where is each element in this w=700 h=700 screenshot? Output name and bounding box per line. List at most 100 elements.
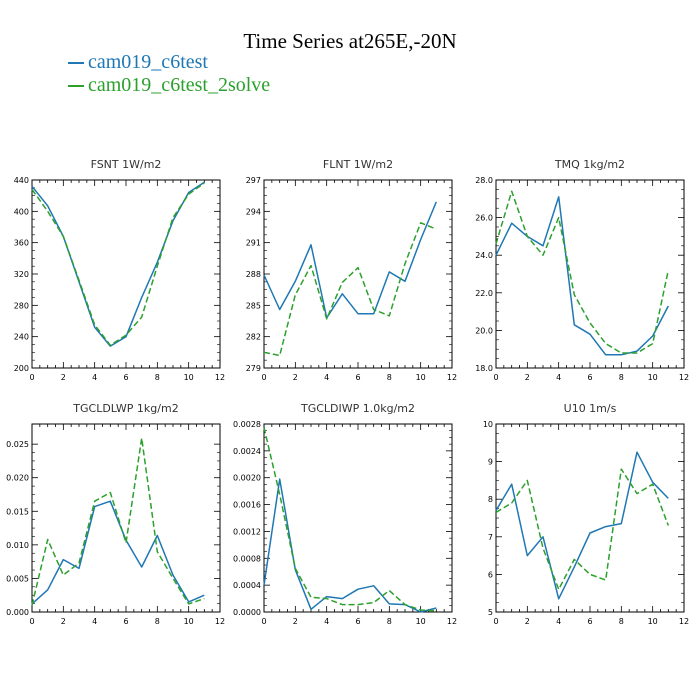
x-tick-label: 4	[92, 373, 97, 382]
y-tick-label: 279	[246, 364, 261, 373]
y-tick-label: 0.0020	[233, 474, 261, 483]
x-tick-label: 12	[679, 617, 689, 626]
y-tick-label: 285	[246, 301, 261, 310]
x-tick-label: 6	[587, 617, 592, 626]
y-tick-label: 282	[246, 333, 261, 342]
series-line-2	[31, 437, 205, 606]
y-tick-label: 0.0000	[233, 608, 261, 617]
x-tick-label: 4	[92, 617, 97, 626]
y-tick-label: 240	[14, 333, 29, 342]
legend-label-series-1: cam019_c6test	[88, 51, 208, 73]
y-tick-label: 8	[488, 495, 493, 504]
y-tick-label: 0.025	[6, 440, 29, 449]
legend-label-series-2: cam019_c6test_2solve	[88, 74, 271, 96]
series-line-2	[495, 468, 670, 591]
y-tick-label: 320	[14, 270, 29, 279]
plot-frame	[263, 179, 453, 369]
y-tick-label: 0.000	[6, 608, 29, 617]
panel-title: FLNT 1W/m2	[323, 158, 393, 171]
y-tick-label: 5	[488, 608, 493, 617]
x-tick-label: 12	[447, 617, 457, 626]
x-tick-label: 6	[355, 373, 360, 382]
y-tick-label: 10	[483, 420, 493, 429]
panel-title: U10 1m/s	[564, 402, 617, 415]
y-tick-label: 0.0004	[233, 581, 261, 590]
x-tick-label: 2	[293, 617, 298, 626]
panel-title: TGCLDIWP 1.0kg/m2	[300, 402, 415, 415]
x-tick-label: 10	[416, 373, 426, 382]
legend: cam019_c6test cam019_c6test_2solve	[68, 51, 270, 97]
x-tick-label: 0	[29, 617, 34, 626]
y-tick-label: 0.010	[6, 541, 29, 550]
y-tick-label: 440	[14, 176, 29, 185]
x-tick-label: 10	[184, 373, 194, 382]
series-line-2	[495, 190, 670, 354]
y-tick-label: 26.0	[475, 214, 493, 223]
panel-title: TGCLDLWP 1kg/m2	[72, 402, 178, 415]
x-tick-label: 8	[155, 373, 160, 382]
x-tick-label: 4	[556, 617, 561, 626]
x-tick-label: 0	[493, 617, 498, 626]
x-tick-label: 8	[619, 373, 624, 382]
x-tick-label: 12	[679, 373, 689, 382]
x-tick-label: 2	[525, 617, 530, 626]
y-tick-label: 28.0	[475, 176, 493, 185]
x-tick-label: 8	[155, 617, 160, 626]
legend-item-series-1: cam019_c6test	[68, 51, 270, 74]
plot-frame	[31, 179, 221, 369]
x-tick-label: 10	[648, 373, 658, 382]
y-tick-label: 291	[246, 239, 261, 248]
y-tick-label: 400	[14, 207, 29, 216]
chart-panel-5: TGCLDIWP 1.0kg/m2 0 2 4 6 8 10 12 0.0000 0.0004 0.…	[233, 402, 457, 626]
y-tick-label: 280	[14, 301, 29, 310]
y-tick-label: 0.0028	[233, 420, 261, 429]
plot-frame	[263, 423, 453, 613]
plot-frame	[495, 423, 685, 613]
y-tick-label: 6	[488, 570, 493, 579]
y-tick-label: 288	[246, 270, 261, 279]
chart-panel-1: FSNT 1W/m2 0 2 4 6 8 10 12 200 240 280 320 360 400 440	[14, 158, 225, 382]
chart-panel-3: TMQ 1kg/m2 0 2 4 6 8 10 12 18.0 20.0 22.0 24.0 26.0 2…	[475, 158, 689, 382]
panel-title: TMQ 1kg/m2	[554, 158, 625, 171]
x-tick-label: 12	[215, 617, 225, 626]
x-tick-label: 0	[29, 373, 34, 382]
y-tick-label: 0.015	[6, 507, 29, 516]
y-tick-label: 294	[246, 207, 261, 216]
legend-item-series-2: cam019_c6test_2solve	[68, 74, 270, 97]
x-tick-label: 6	[355, 617, 360, 626]
y-tick-label: 0.0012	[233, 527, 261, 536]
x-tick-label: 10	[184, 617, 194, 626]
x-tick-label: 8	[387, 617, 392, 626]
y-tick-label: 22.0	[475, 289, 493, 298]
x-tick-label: 2	[525, 373, 530, 382]
x-tick-label: 12	[447, 373, 457, 382]
y-tick-label: 0.0016	[233, 501, 261, 510]
x-tick-label: 2	[293, 373, 298, 382]
y-tick-label: 24.0	[475, 251, 493, 260]
x-tick-label: 6	[587, 373, 592, 382]
main-title: Time Series at265E,-20N	[243, 29, 457, 53]
series-line-1	[495, 196, 669, 356]
x-tick-label: 4	[324, 617, 329, 626]
x-tick-label: 10	[648, 617, 658, 626]
x-tick-label: 2	[61, 373, 66, 382]
x-tick-label: 0	[493, 373, 498, 382]
y-tick-label: 0.0024	[233, 447, 261, 456]
x-tick-label: 2	[61, 617, 66, 626]
legend-swatch-series-2	[68, 84, 84, 87]
legend-swatch-series-1	[68, 61, 84, 64]
x-tick-label: 4	[556, 373, 561, 382]
series-line-1	[31, 181, 205, 347]
y-tick-label: 297	[246, 176, 261, 185]
x-tick-label: 8	[619, 617, 624, 626]
y-tick-label: 9	[488, 458, 493, 467]
y-tick-label: 20.0	[475, 326, 493, 335]
x-tick-label: 0	[261, 373, 266, 382]
y-tick-label: 360	[14, 239, 29, 248]
series-line-1	[31, 500, 205, 605]
chart-panel-2: FLNT 1W/m2 0 2 4 6 8 10 12 279 282 285 288 291 294 297	[246, 158, 457, 382]
x-tick-label: 8	[387, 373, 392, 382]
x-tick-label: 0	[261, 617, 266, 626]
series-line-2	[263, 222, 437, 357]
